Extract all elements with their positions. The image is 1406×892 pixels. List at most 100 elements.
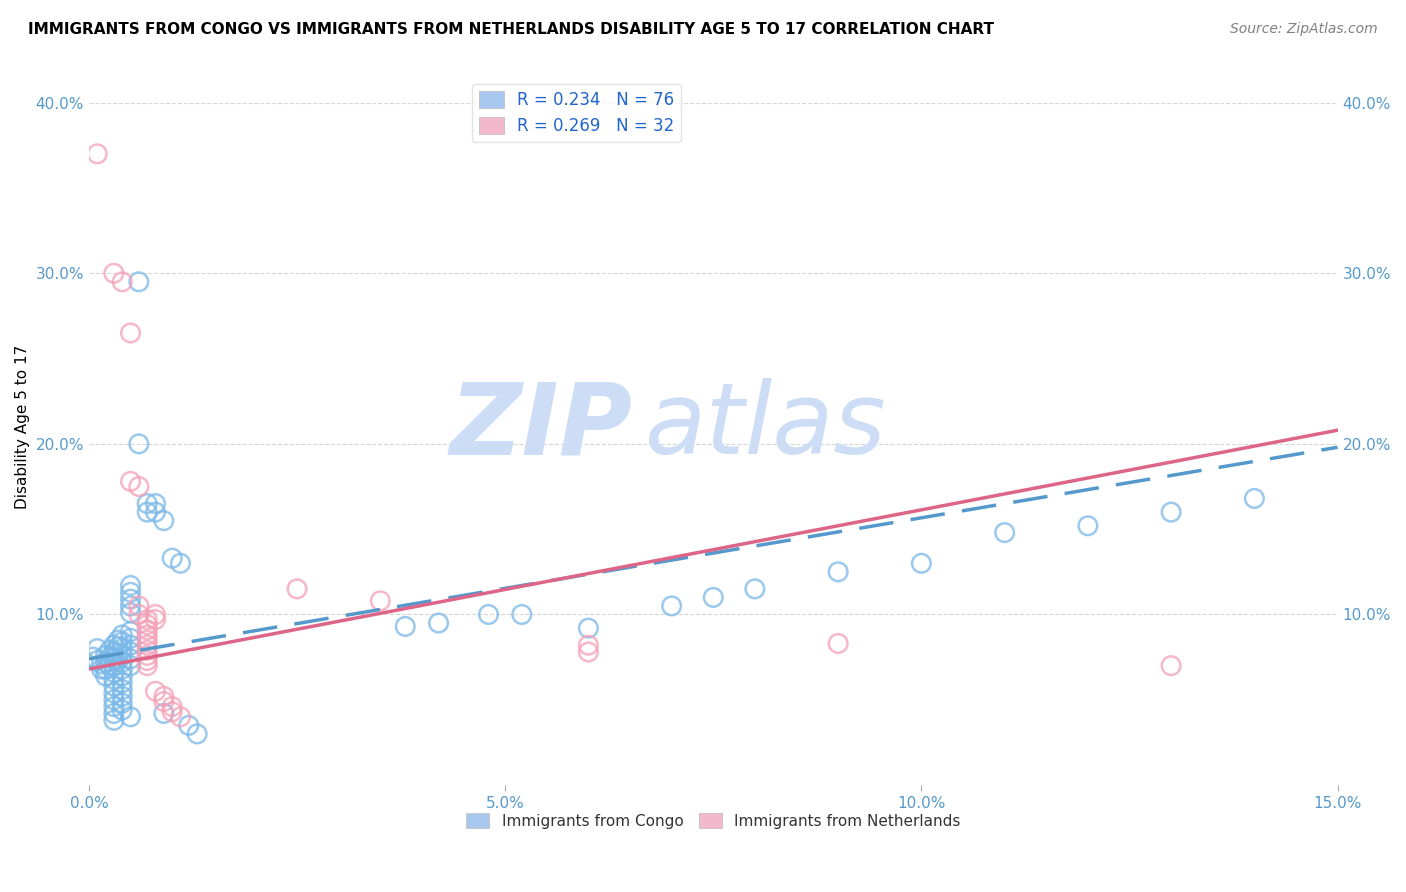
Point	[169, 556, 191, 570]
Point	[1243, 491, 1265, 506]
Point	[153, 706, 176, 721]
Point	[120, 599, 142, 613]
Point	[120, 710, 142, 724]
Text: ZIP: ZIP	[449, 378, 633, 475]
Point	[661, 599, 683, 613]
Point	[120, 645, 142, 659]
Point	[103, 665, 125, 680]
Y-axis label: Disability Age 5 to 17: Disability Age 5 to 17	[15, 344, 30, 509]
Point	[160, 551, 183, 566]
Point	[145, 684, 167, 698]
Text: IMMIGRANTS FROM CONGO VS IMMIGRANTS FROM NETHERLANDS DISABILITY AGE 5 TO 17 CORR: IMMIGRANTS FROM CONGO VS IMMIGRANTS FROM…	[28, 22, 994, 37]
Point	[136, 617, 159, 632]
Point	[103, 699, 125, 714]
Point	[111, 662, 134, 676]
Point	[285, 582, 308, 596]
Point	[103, 638, 125, 652]
Point	[702, 591, 724, 605]
Point	[111, 703, 134, 717]
Point	[145, 497, 167, 511]
Point	[86, 146, 108, 161]
Point	[169, 710, 191, 724]
Point	[111, 682, 134, 697]
Point	[128, 479, 150, 493]
Point	[103, 706, 125, 721]
Point	[128, 599, 150, 613]
Point	[1077, 518, 1099, 533]
Point	[86, 654, 108, 668]
Point	[427, 615, 450, 630]
Point	[94, 669, 117, 683]
Point	[111, 275, 134, 289]
Point	[103, 645, 125, 659]
Point	[128, 607, 150, 622]
Point	[103, 673, 125, 687]
Point	[111, 628, 134, 642]
Point	[510, 607, 533, 622]
Point	[103, 658, 125, 673]
Point	[111, 655, 134, 669]
Point	[136, 623, 159, 637]
Point	[994, 525, 1017, 540]
Point	[160, 699, 183, 714]
Point	[111, 690, 134, 704]
Point	[94, 655, 117, 669]
Point	[111, 641, 134, 656]
Point	[368, 594, 391, 608]
Text: atlas: atlas	[644, 378, 886, 475]
Point	[136, 613, 159, 627]
Point	[153, 690, 176, 704]
Point	[103, 679, 125, 693]
Point	[153, 514, 176, 528]
Point	[394, 619, 416, 633]
Point	[153, 694, 176, 708]
Point	[576, 645, 599, 659]
Point	[98, 643, 121, 657]
Point	[136, 633, 159, 648]
Point	[107, 654, 129, 668]
Point	[827, 636, 849, 650]
Point	[120, 326, 142, 340]
Point	[1160, 658, 1182, 673]
Point	[136, 648, 159, 663]
Point	[136, 658, 159, 673]
Point	[145, 613, 167, 627]
Point	[177, 718, 200, 732]
Point	[82, 650, 104, 665]
Point	[103, 713, 125, 727]
Point	[120, 632, 142, 646]
Point	[103, 686, 125, 700]
Point	[136, 497, 159, 511]
Point	[111, 648, 134, 663]
Point	[103, 266, 125, 280]
Point	[120, 578, 142, 592]
Point	[86, 641, 108, 656]
Point	[120, 638, 142, 652]
Point	[120, 585, 142, 599]
Point	[90, 662, 112, 676]
Point	[120, 592, 142, 607]
Point	[107, 640, 129, 654]
Point	[136, 638, 159, 652]
Point	[136, 643, 159, 657]
Point	[136, 654, 159, 668]
Point	[120, 624, 142, 639]
Point	[827, 565, 849, 579]
Point	[477, 607, 499, 622]
Point	[1160, 505, 1182, 519]
Point	[111, 634, 134, 648]
Point	[103, 652, 125, 666]
Point	[107, 647, 129, 661]
Legend: Immigrants from Congo, Immigrants from Netherlands: Immigrants from Congo, Immigrants from N…	[460, 806, 966, 835]
Point	[111, 669, 134, 683]
Point	[145, 505, 167, 519]
Point	[910, 556, 932, 570]
Point	[94, 648, 117, 663]
Point	[111, 675, 134, 690]
Point	[576, 621, 599, 635]
Point	[186, 727, 208, 741]
Point	[107, 633, 129, 648]
Point	[98, 658, 121, 673]
Point	[98, 650, 121, 665]
Point	[120, 475, 142, 489]
